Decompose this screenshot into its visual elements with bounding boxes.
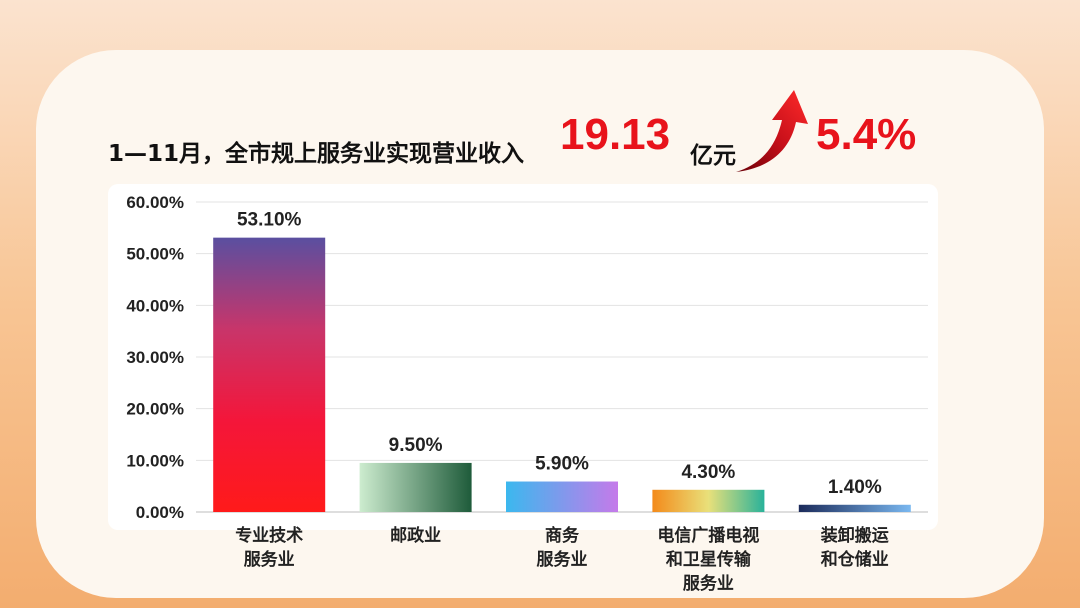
data-label: 53.10% xyxy=(237,210,302,231)
category-label: 服务业 xyxy=(244,549,295,570)
category-label: 装卸搬运 xyxy=(820,525,889,546)
bar xyxy=(652,489,765,512)
y-tick-label: 60.00% xyxy=(126,193,184,212)
category-label: 专业技术 xyxy=(235,525,303,546)
y-tick-label: 0.00% xyxy=(136,503,184,522)
data-label: 5.90% xyxy=(535,454,589,475)
bar xyxy=(213,237,326,512)
headline: 1—11月，全市规上服务业实现营业收入 19.13 亿元 5.4% xyxy=(108,90,1008,178)
growth-rate: 5.4% xyxy=(816,110,917,159)
bar xyxy=(798,504,911,512)
revenue-unit: 亿元 xyxy=(690,143,736,169)
data-label: 4.30% xyxy=(681,462,735,483)
y-tick-label: 30.00% xyxy=(126,348,184,367)
y-tick-label: 50.00% xyxy=(126,245,184,264)
y-tick-label: 20.00% xyxy=(126,400,184,419)
category-label: 和仓储业 xyxy=(821,549,889,570)
revenue-value: 19.13 xyxy=(560,110,671,159)
headline-text: 1—11月，全市规上服务业实现营业收入 xyxy=(108,141,525,167)
bar xyxy=(506,481,618,512)
category-label: 邮政业 xyxy=(390,525,441,546)
bar xyxy=(359,462,472,512)
category-label: 服务业 xyxy=(683,573,734,594)
y-tick-label: 40.00% xyxy=(126,296,184,315)
data-label: 1.40% xyxy=(828,477,882,498)
data-label: 9.50% xyxy=(389,435,443,456)
category-label: 服务业 xyxy=(537,549,588,570)
category-label: 商务 xyxy=(545,525,580,546)
category-label: 电信广播电视 xyxy=(657,525,759,546)
upward-arrow-icon xyxy=(736,90,808,172)
y-tick-label: 10.00% xyxy=(126,451,184,470)
category-label: 和卫星传输 xyxy=(666,549,752,570)
